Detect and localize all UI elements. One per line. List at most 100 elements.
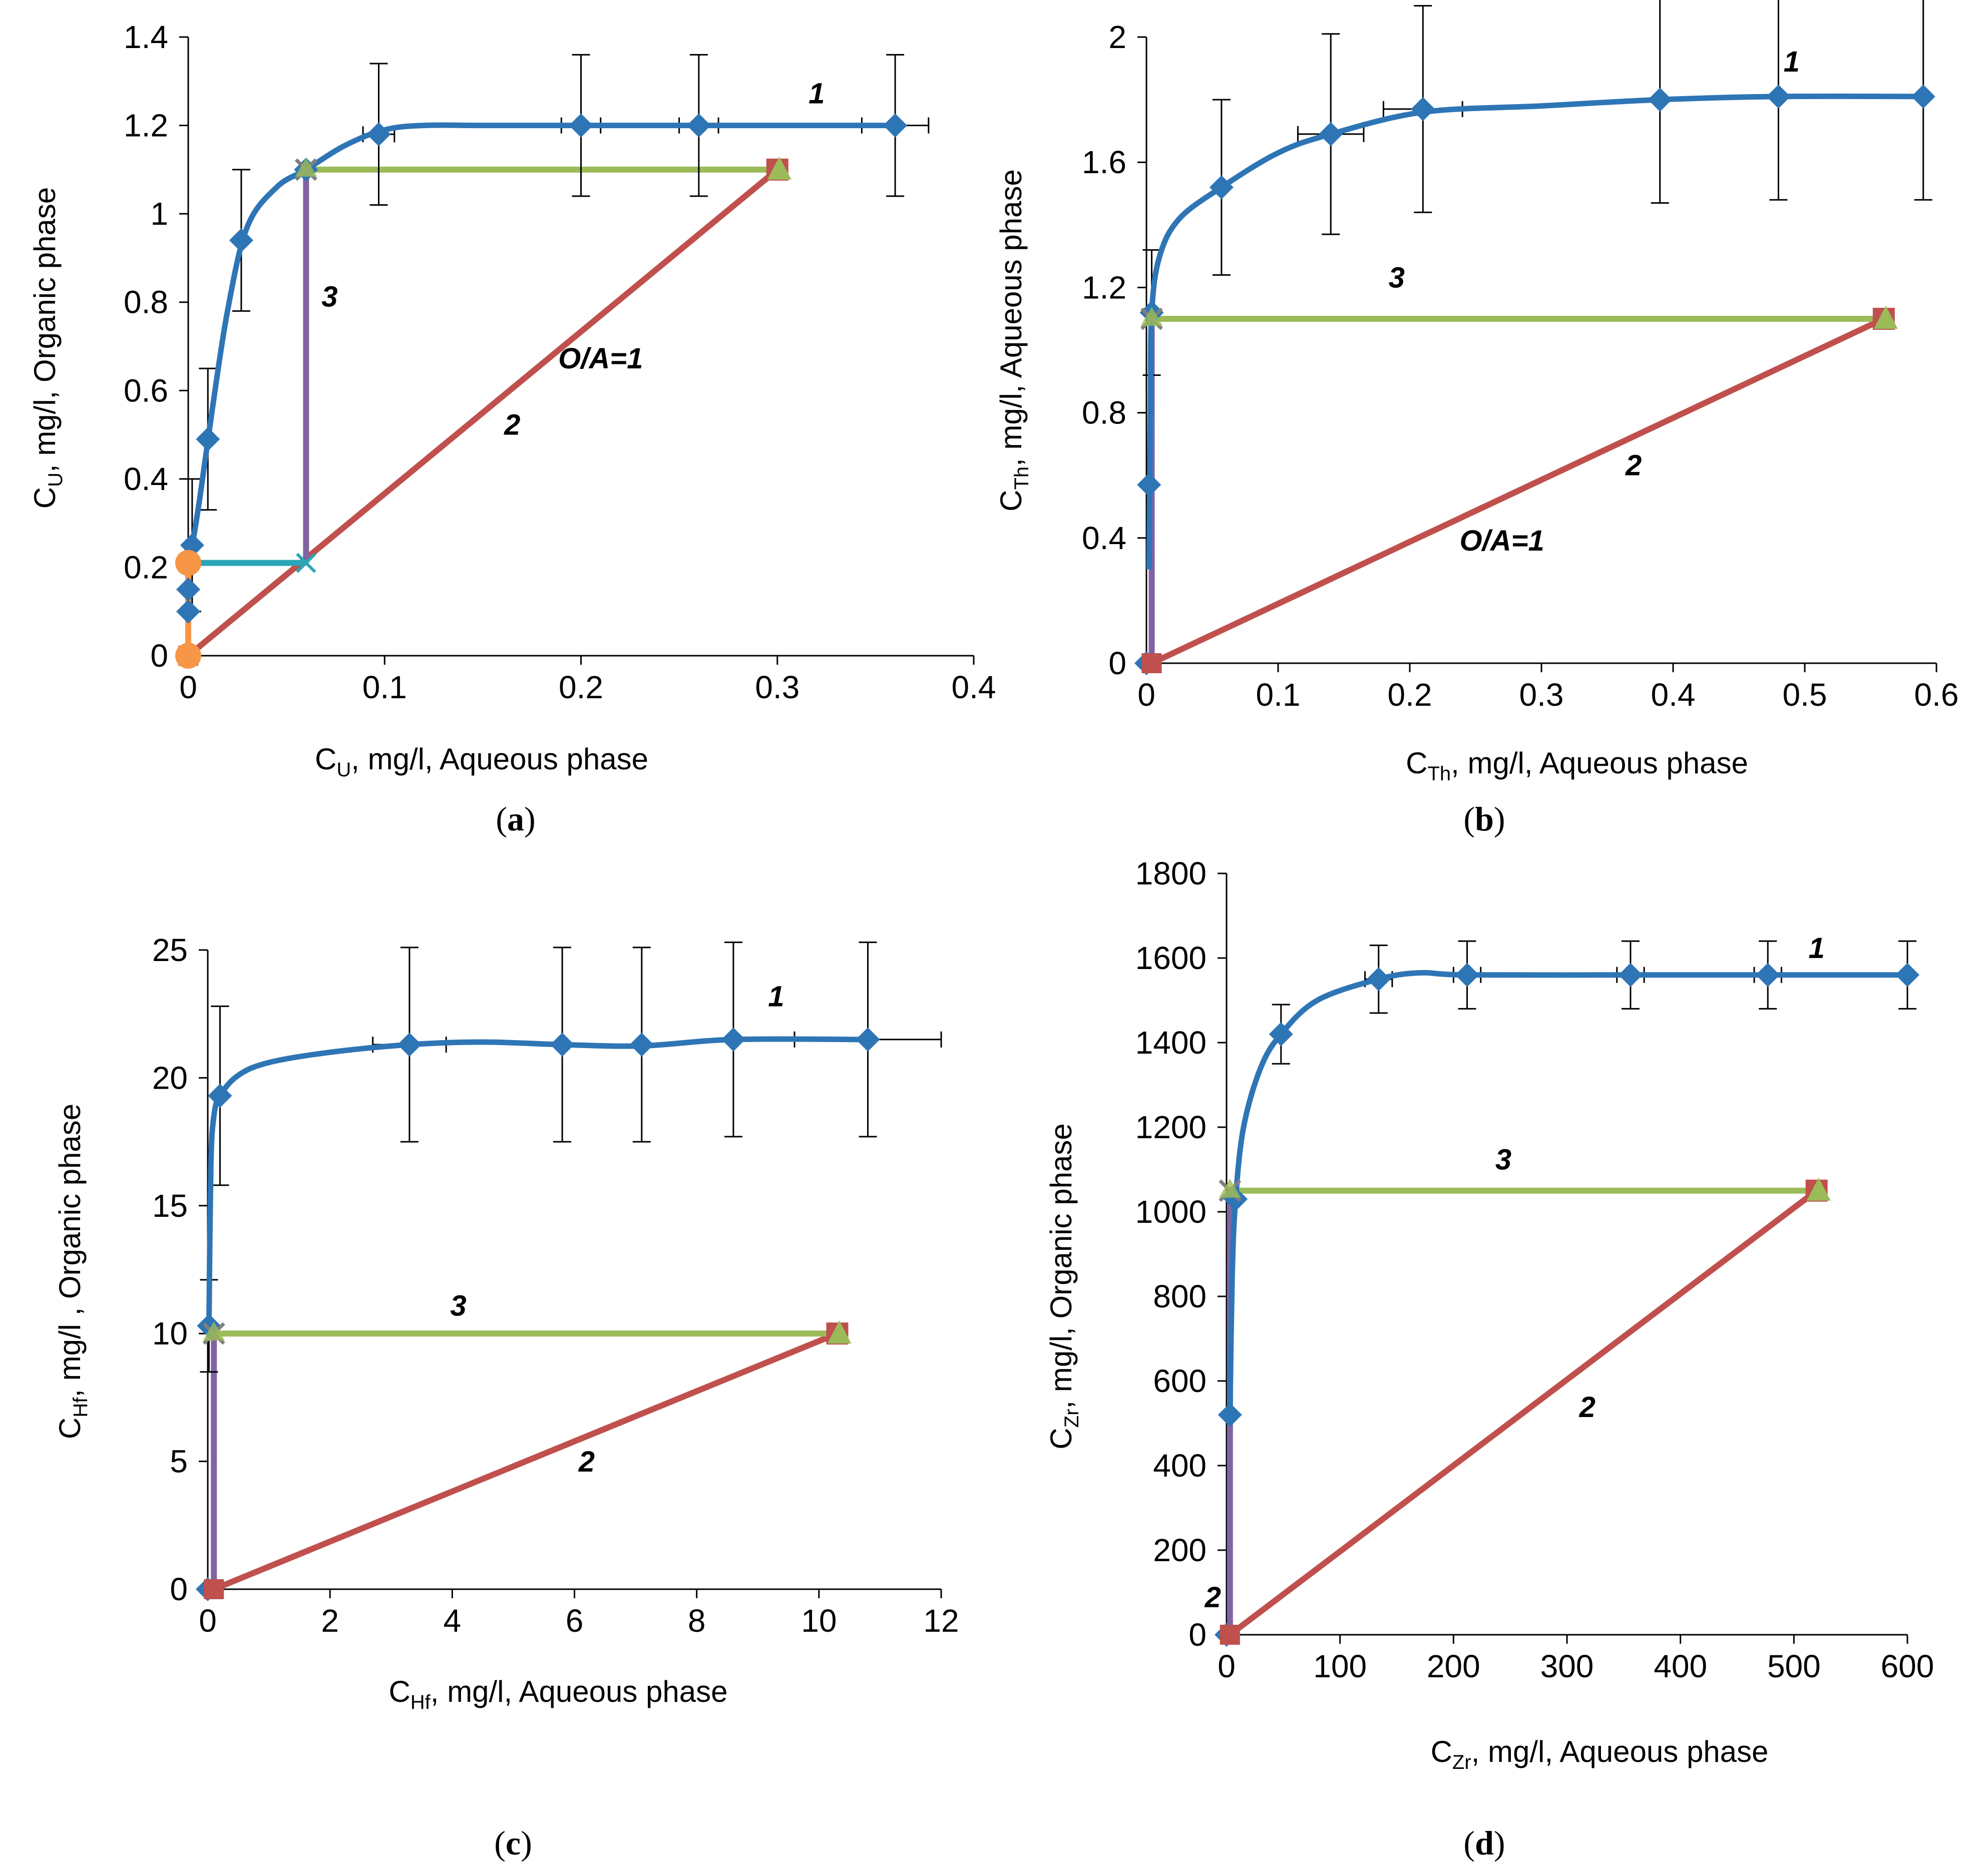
- panel-b-isotherm-point: [1319, 122, 1343, 146]
- panel-b-feed-triangle-marker: [1873, 305, 1898, 329]
- panel-c-y-tick-label: 10: [152, 1315, 188, 1351]
- panel-a-operating-line: [186, 167, 779, 658]
- panel-a-y-tick-label: 0.2: [124, 549, 168, 585]
- panel-b-origin-square-marker: [1141, 653, 1162, 673]
- panel-a-y-tick-label: 1.2: [124, 108, 168, 144]
- panel-d-y-tick-label: 400: [1153, 1448, 1207, 1484]
- panel-c-isotherm-point: [856, 1027, 880, 1052]
- panel-b-marks: 0 0.1 0.2 0.3 0.4 0.5 0.6 0 0.4 0.8 1.2 1.6 2 1 2 3 O/A=…: [1082, 0, 1958, 713]
- panel-a-curve-label: 1: [809, 77, 825, 110]
- panel-c-isotherm-point: [721, 1027, 745, 1052]
- panel-c-x-tick-label: 10: [801, 1603, 837, 1639]
- panel-c-isotherm-point: [397, 1032, 422, 1057]
- panel-c-y-tick-label: 25: [152, 932, 188, 968]
- panel-b-curve-label: 2: [1625, 449, 1642, 482]
- panel-c-curve-label: 1: [768, 980, 784, 1013]
- panel-c-y-tick-label: 20: [152, 1060, 188, 1096]
- panel-a-isotherm-point: [569, 113, 593, 138]
- panel-b-x-tick-label: 0.2: [1388, 677, 1432, 713]
- panel-a-y-tick-label: 0.6: [124, 372, 168, 408]
- panel-c-origin-square-marker: [204, 1579, 224, 1599]
- panel-d-chart: 0 100 200 300 400 500 600 0 200 400 600 800 1000 1200…: [1044, 855, 1934, 1862]
- panel-c-y-tick-label: 15: [152, 1188, 188, 1224]
- panel-b-isotherm-point: [1411, 97, 1435, 121]
- panel-b-isotherm-point: [1648, 88, 1672, 112]
- panel-a-y-tick-label: 0.8: [124, 284, 168, 320]
- panel-d-x-tick-label: 400: [1654, 1648, 1707, 1684]
- panel-c-curve-label: 3: [450, 1289, 466, 1322]
- panel-c-isotherm-curve: [206, 1036, 868, 1326]
- panel-a-y-axis-title: CU, mg/l, Organic phase: [28, 187, 67, 509]
- panel-b-isotherm-point: [1209, 175, 1234, 200]
- panel-c-x-tick-label: 2: [321, 1603, 339, 1639]
- panel-d-isotherm-point: [1618, 963, 1643, 987]
- panel-d-isotherm-point: [1269, 1022, 1293, 1047]
- panel-d-y-tick-label: 1000: [1135, 1194, 1207, 1230]
- panel-b-label: (b): [1463, 800, 1505, 838]
- panel-b-isotherm-point: [1911, 84, 1935, 109]
- panel-b-y-tick-label: 0.4: [1082, 520, 1126, 556]
- panel-d-y-axis-title: CZr, mg/l, Organic phase: [1044, 1123, 1083, 1449]
- panel-a-isotherm-point: [229, 228, 253, 253]
- panel-d-y-tick-label: 1200: [1135, 1109, 1207, 1145]
- panel-d-y-tick-label: 0: [1188, 1617, 1207, 1653]
- panel-c-curve-label: 2: [578, 1446, 595, 1478]
- panel-d-y-tick-label: 1800: [1135, 855, 1207, 891]
- panel-d-x-tick-label: 500: [1767, 1648, 1821, 1684]
- panel-c-feed-triangle-marker: [827, 1320, 852, 1344]
- panel-d-curve-label: 3: [1495, 1144, 1511, 1176]
- panel-d-curve-label: 2: [1205, 1581, 1221, 1614]
- panel-d-marks: 0 100 200 300 400 500 600 0 200 400 600 800 1000 1200…: [1135, 855, 1934, 1684]
- panel-b-isotherm-curve: [1146, 93, 1923, 570]
- panel-b-curve-label: 1: [1784, 46, 1800, 78]
- panel-c-y-tick-label: 5: [170, 1444, 188, 1480]
- panel-d-y-tick-label: 1400: [1135, 1025, 1207, 1061]
- panel-b-x-tick-label: 0.1: [1256, 677, 1301, 713]
- panel-c-y-tick-label: 0: [170, 1571, 188, 1607]
- panel-d-x-tick-label: 100: [1313, 1648, 1367, 1684]
- panel-a-x-tick-label: 0: [179, 669, 197, 705]
- panel-b-x-tick-label: 0.3: [1519, 677, 1564, 713]
- panel-b-x-tick-label: 0: [1137, 677, 1155, 713]
- panel-d-label: (d): [1463, 1824, 1505, 1862]
- panel-a-orange-point: [175, 550, 201, 576]
- panel-b-operating-line: [1150, 316, 1885, 666]
- panel-b-y-axis-title: CTh, mg/l, Aqueous phase: [994, 169, 1033, 512]
- panel-d-operating-line: [1228, 1188, 1819, 1637]
- panel-c-isotherm-point: [550, 1032, 575, 1057]
- panel-d-x-tick-label: 200: [1427, 1648, 1480, 1684]
- panel-b-x-tick-label: 0.5: [1783, 677, 1827, 713]
- panel-a-curve-label: O/A=1: [558, 342, 643, 375]
- panel-a-x-axis-title: CU, mg/l, Aqueous phase: [315, 742, 648, 781]
- panel-b-y-tick-label: 2: [1108, 19, 1126, 55]
- panel-a-feed-triangle-marker: [767, 156, 791, 180]
- panel-b-x-tick-label: 0.4: [1651, 677, 1696, 713]
- panel-c-x-tick-label: 4: [444, 1603, 462, 1639]
- panel-b-isotherm-point: [1766, 84, 1791, 109]
- panel-d-curve-label: 2: [1579, 1391, 1596, 1424]
- panel-a-curve-label: 2: [504, 409, 520, 441]
- panel-d-curve-label: 1: [1809, 932, 1825, 965]
- panel-c-y-axis-title: CHf, mg/l , Organic phase: [53, 1104, 92, 1439]
- panel-a-isotherm-point: [176, 599, 200, 624]
- panel-a-y-tick-label: 1.4: [124, 19, 168, 55]
- panel-a-isotherm-point: [686, 113, 711, 138]
- panel-d-isotherm-point: [1455, 963, 1479, 987]
- panel-d-y-tick-label: 1600: [1135, 940, 1207, 976]
- panel-c-isotherm-point: [629, 1032, 654, 1057]
- panel-b-y-tick-label: 1.2: [1082, 269, 1126, 305]
- panel-d-origin-square-marker: [1220, 1625, 1240, 1645]
- panel-a-label: (a): [496, 800, 535, 838]
- panel-a-x-tick-label: 0.2: [559, 669, 603, 705]
- panel-a-step-triangle-marker: [295, 157, 317, 177]
- panel-c-x-axis-title: CHf, mg/l, Aqueous phase: [388, 1675, 727, 1713]
- panel-c-x-tick-label: 6: [566, 1603, 584, 1639]
- panel-a-isotherm-point: [196, 427, 220, 451]
- panel-b-chart: 0 0.1 0.2 0.3 0.4 0.5 0.6 0 0.4 0.8 1.2 1.6 2 1 2 3 O/A=…: [994, 0, 1958, 838]
- panel-c-x-tick-label: 12: [923, 1603, 959, 1639]
- panel-a-x-tick-label: 0.4: [952, 669, 996, 705]
- panel-a-isotherm-point: [883, 113, 908, 138]
